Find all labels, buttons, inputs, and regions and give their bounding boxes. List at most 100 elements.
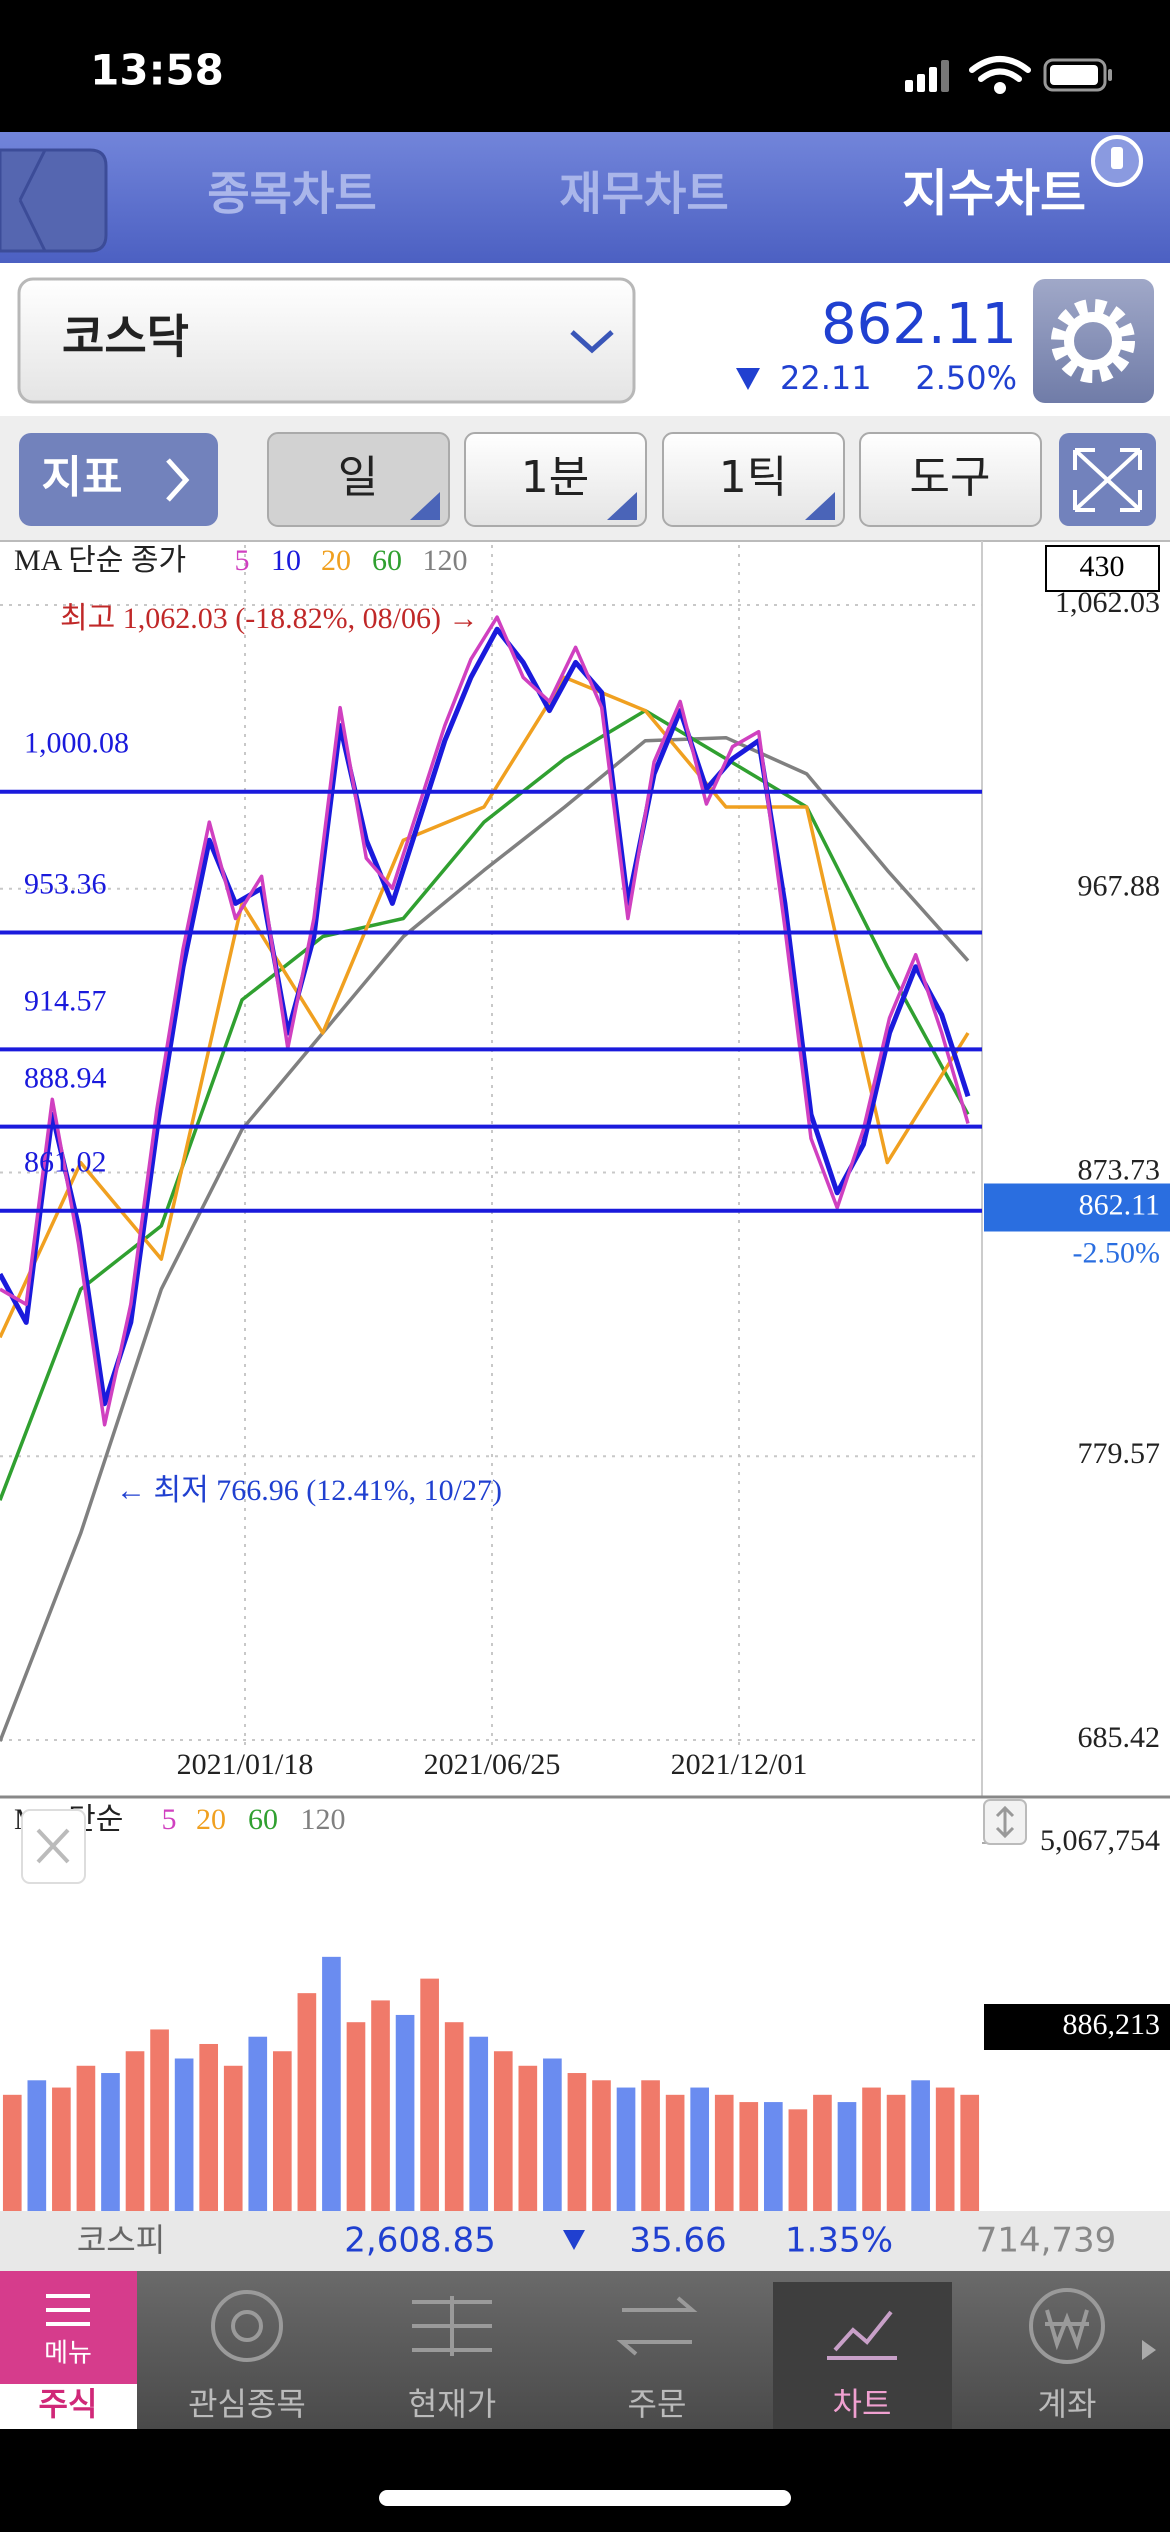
corner-mark [607,492,637,520]
y-tick-label: 967.88 [1078,870,1161,903]
tab-bar [0,132,1170,263]
current-price-box [984,1183,1170,1232]
home-indicator [379,2490,791,2506]
period-button[interactable] [267,432,450,527]
volume-bar [371,2000,390,2211]
tools-label: 도구 [910,452,991,503]
tick-button[interactable] [662,432,845,527]
ticker-change-pct: 1.35% [785,2221,893,2261]
volume-bar [297,1993,317,2211]
corner-mark [805,492,835,520]
stock-tab[interactable] [0,2384,137,2429]
back-button[interactable] [0,148,108,253]
index-change-pct: 2.50% [915,359,1017,397]
x-tick-label: 2021/06/25 [424,1748,561,1781]
legend-title: MA 단순 종가 [14,544,186,577]
dropdown-chevron [570,330,614,354]
legend-entry: 5 [162,1803,177,1836]
nav-label[interactable]: 관심종목 [188,2385,306,2423]
tab[interactable]: 종목차트 [207,167,376,221]
nav-label[interactable]: 현재가 [408,2385,496,2423]
volume-bar [616,2087,636,2211]
nav-active-bg [773,2282,952,2429]
volume-bar [493,2051,513,2211]
volume-bar [2,2094,22,2211]
fullscreen-icon [1073,448,1142,512]
current-price-label: 862.11 [1079,1188,1160,1221]
index-change: 22.11 [780,359,872,397]
volume-bar [150,2029,169,2211]
wifi-icon [969,56,1031,94]
nav-bar [0,2271,1170,2429]
menu-button[interactable] [0,2271,137,2384]
ticker-volume: 714,739 [976,2221,1117,2261]
volume-bar [739,2102,759,2211]
nav-label-active[interactable]: 차트 [833,2385,892,2423]
annotation: 최고 1,062.03 (-18.82%, 08/06) → [60,602,479,635]
corner-mark [410,492,440,520]
volume-bar [322,1956,341,2211]
ticker-change: 35.66 [629,2221,726,2261]
nav-label: 주식 [39,2385,98,2423]
volume-bar [346,2022,366,2211]
volume-bar [27,2080,47,2211]
tab[interactable]: 재무차트 [559,167,728,221]
minute-label: 1분 [521,452,589,503]
volume-bar [223,2065,243,2211]
tools-button[interactable] [859,432,1042,527]
price-panel [0,540,1170,1796]
volume-bar [76,2065,96,2211]
volume-bar [960,2094,980,2211]
close-icon [36,1828,70,1864]
clock: 13:58 [90,46,224,95]
index-price: 862.11 [821,292,1017,357]
indicator-label: 지표 [42,452,123,503]
legend-entry: 120 [423,544,468,577]
current-volume-label: 886,213 [1063,2008,1161,2041]
volume-bar [420,1978,439,2211]
legend-entry: 60 [248,1803,278,1836]
volume-bar [714,2094,734,2211]
ma-line [0,626,971,1407]
level-label: 888.94 [24,1062,107,1095]
volume-bar [567,2073,587,2211]
annotation: ← 최저 766.96 (12.41%, 10/27) [116,1474,502,1507]
tab-active[interactable]: 지수차트 [902,165,1086,223]
count-box [1045,545,1160,592]
badge-icon [1091,135,1143,187]
level-label: 1,000.08 [24,727,129,760]
y-tick-label: 779.57 [1078,1437,1161,1470]
volume-bar [101,2073,120,2211]
minute-button[interactable] [464,432,647,527]
ticker-row [0,2211,1170,2271]
volume-bar [52,2087,71,2211]
nav-label[interactable]: 계좌 [1038,2385,1097,2423]
volume-bar [641,2080,660,2211]
settings-button[interactable] [1033,279,1154,403]
legend-entry: 60 [372,544,402,577]
volume-bar [862,2087,881,2211]
battery-icon [1043,58,1112,92]
gear-icon [1051,299,1135,383]
legend-entry: 20 [196,1803,226,1836]
x-tick-label: 2021/01/18 [177,1748,314,1781]
count-label: 430 [1080,550,1125,583]
volume-bar [174,2058,194,2211]
ma-line [0,615,970,1427]
menu-icon [46,2294,90,2326]
volume-bar [469,2036,489,2211]
x-tick-label: 2021/12/01 [671,1748,808,1781]
y-tick-label: 873.73 [1078,1153,1161,1186]
volume-bar [788,2109,808,2211]
volume-bar [935,2087,955,2211]
volume-bar [125,2051,145,2211]
level-label: 914.57 [24,984,107,1017]
index-dropdown[interactable] [17,277,636,404]
legend-entry: 20 [321,544,351,577]
indicator-button[interactable] [19,433,218,526]
nav-more[interactable] [1142,2340,1156,2360]
volume-bar [444,2022,464,2211]
nav-label[interactable]: 주문 [628,2385,687,2423]
volume-bar [886,2094,906,2211]
